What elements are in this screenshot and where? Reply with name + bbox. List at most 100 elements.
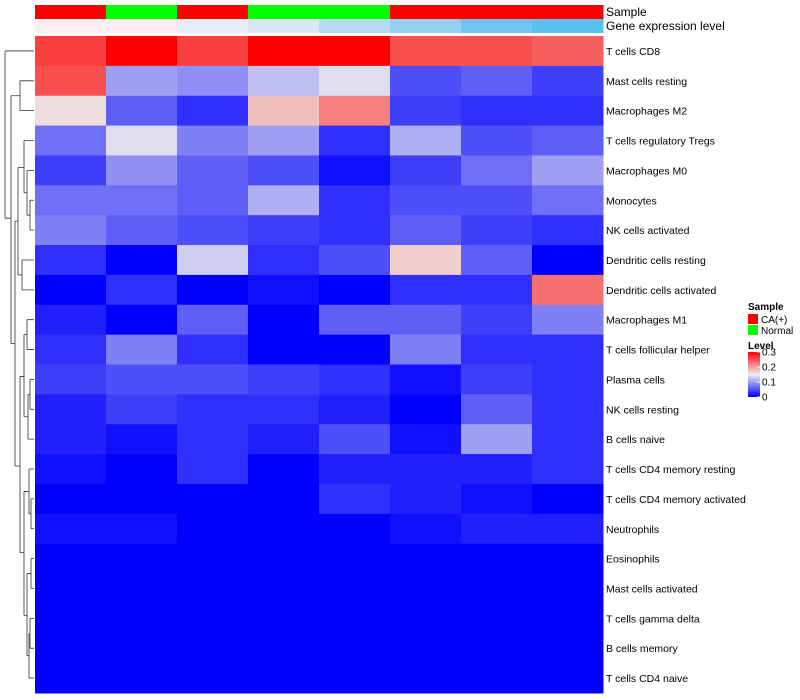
heatmap-cell-r3-c2 [177,125,249,156]
heatmap-cell-r10-c4 [319,334,391,365]
heatmap-cell-r13-c5 [390,424,462,455]
annotation-cell-expression-5 [390,19,462,33]
heatmap-cell-r12-c4 [319,394,391,425]
heatmap-cell-r10-c2 [177,334,249,365]
heatmap-cell-r11-c3 [248,364,320,395]
heatmap-cell-r0-c7 [532,36,604,67]
heatmap-cell-r21-c7 [532,663,604,694]
legend-level-tick-label-2: 0.1 [762,378,776,389]
heatmap-cell-r11-c6 [461,364,533,395]
annotation-cell-expression-0 [35,19,107,33]
heatmap-cell-r19-c5 [390,603,462,634]
heatmap-cell-r19-c3 [248,603,320,634]
heatmap-cell-r17-c2 [177,543,249,575]
heatmap-cell-r4-c0 [35,155,107,186]
heatmap-cell-r6-c2 [177,215,249,246]
annotation-cell-expression-6 [461,19,533,33]
row-label-14: T cells CD4 memory resting [606,464,735,476]
heatmap-cell-r7-c2 [177,245,249,276]
heatmap-cell-r3-c7 [532,125,604,156]
heatmap-cell-r21-c4 [319,663,391,694]
heatmap-cell-r7-c7 [532,245,604,276]
heatmap-cell-r3-c5 [390,125,462,156]
heatmap-cell-r2-c6 [461,95,533,127]
heatmap-cell-r11-c5 [390,364,462,395]
heatmap-cell-r8-c7 [532,274,604,306]
annotation-cell-sample-1 [106,5,178,19]
heatmap-cell-r17-c7 [532,543,604,575]
heatmap-cell-r4-c3 [248,155,320,186]
heatmap-cell-r8-c0 [35,274,107,306]
row-dendrogram [4,50,34,679]
heatmap-cell-r11-c7 [532,364,604,395]
heatmap-cell-r12-c0 [35,394,107,425]
heatmap-cell-r2-c3 [248,95,320,127]
heatmap-cell-r17-c4 [319,543,391,575]
heatmap-cell-r1-c4 [319,65,391,97]
heatmap-cell-r0-c6 [461,36,533,67]
heatmap-cells [35,36,604,694]
legend-level-title: Level [748,341,774,352]
heatmap-cell-r10-c3 [248,334,320,365]
heatmap-cell-r0-c2 [177,36,249,67]
heatmap-cell-r0-c0 [35,36,107,67]
heatmap-cell-r18-c1 [106,573,178,604]
row-label-1: Mast cells resting [606,76,687,88]
heatmap-cell-r9-c2 [177,304,249,336]
legend-level-tick-label-3: 0 [762,393,768,404]
heatmap-cell-r14-c0 [35,454,107,485]
heatmap-cell-r0-c3 [248,36,320,67]
heatmap-cell-r19-c0 [35,603,107,634]
heatmap-cell-r5-c6 [461,185,533,216]
annotation-label-1: Gene expression level [606,19,725,33]
heatmap-cell-r18-c2 [177,573,249,604]
heatmap-cell-r8-c5 [390,274,462,306]
heatmap-cell-r12-c3 [248,394,320,425]
heatmap-cell-r12-c1 [106,394,178,425]
heatmap-cell-r1-c5 [390,65,462,97]
legend-level-tick-label-1: 0.2 [762,363,776,374]
heatmap-cell-r6-c7 [532,215,604,246]
heatmap-cell-r5-c1 [106,185,178,216]
heatmap-cell-r7-c6 [461,245,533,276]
heatmap-cell-r9-c1 [106,304,178,336]
heatmap-cell-r14-c2 [177,454,249,485]
annotation-cell-sample-6 [461,5,533,19]
heatmap-cell-r8-c2 [177,274,249,306]
heatmap-cell-r8-c6 [461,274,533,306]
heatmap-cell-r3-c1 [106,125,178,156]
heatmap-cell-r16-c4 [319,513,391,545]
annotation-cell-sample-0 [35,5,107,19]
heatmap-cell-r9-c4 [319,304,391,336]
heatmap-cell-r14-c1 [106,454,178,485]
row-label-9: Macrophages M1 [606,315,687,327]
heatmap-cell-r15-c1 [106,483,178,515]
heatmap-cell-r20-c7 [532,633,604,664]
heatmap-cell-r4-c4 [319,155,391,186]
heatmap-cell-r3-c6 [461,125,533,156]
heatmap-cell-r7-c4 [319,245,391,276]
heatmap-cell-r11-c0 [35,364,107,395]
heatmap-cell-r21-c1 [106,663,178,694]
heatmap-cell-r10-c0 [35,334,107,365]
heatmap-cell-r4-c1 [106,155,178,186]
heatmap-cell-r21-c5 [390,663,462,694]
row-label-13: B cells naive [606,434,665,446]
heatmap-cell-r16-c1 [106,513,178,545]
heatmap-cell-r14-c3 [248,454,320,485]
heatmap-cell-r19-c7 [532,603,604,634]
heatmap-cell-r18-c3 [248,573,320,604]
annotation-cell-expression-7 [532,19,604,33]
annotation-cell-sample-3 [248,5,320,19]
heatmap-cell-r17-c5 [390,543,462,575]
heatmap-cell-r19-c2 [177,603,249,634]
annotation-cell-expression-1 [106,19,178,33]
heatmap-cell-r19-c4 [319,603,391,634]
heatmap-cell-r6-c1 [106,215,178,246]
heatmap-cell-r0-c5 [390,36,462,67]
heatmap-cell-r20-c2 [177,633,249,664]
heatmap-cell-r17-c0 [35,543,107,575]
heatmap-cell-r4-c5 [390,155,462,186]
